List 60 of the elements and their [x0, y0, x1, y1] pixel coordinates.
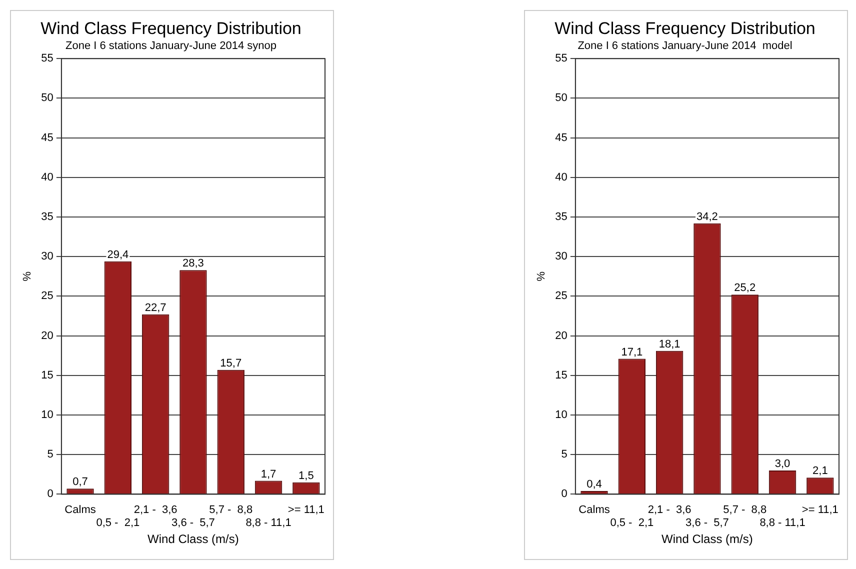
x-tick-label: 0,5 - 2,1	[96, 517, 140, 530]
x-tick-label: 8,8 - 11,1	[760, 517, 806, 530]
y-tick-label: 40	[555, 171, 568, 184]
y-axis-title: %	[536, 271, 548, 282]
chart-title: Wind Class Frequency Distribution	[40, 18, 302, 38]
y-tick-label: 0	[47, 488, 54, 500]
x-tick-label: 3,6 - 5,7	[686, 517, 729, 530]
y-tick-label: 0	[561, 488, 568, 500]
x-tick-label: Calms	[64, 504, 96, 516]
x-tick-label: Calms	[578, 504, 610, 516]
y-tick-label: 5	[47, 448, 54, 461]
x-tick-label: >= 11,1	[802, 504, 838, 516]
data-label: 15,7	[220, 357, 242, 370]
chart-subtitle: Zone I 6 stations January-June 2014 synop	[66, 40, 276, 52]
x-tick-label: 5,7 - 8,8	[723, 504, 767, 516]
y-tick-label: 20	[555, 330, 568, 342]
data-label: 1,7	[260, 468, 276, 480]
data-label: 17,1	[621, 346, 643, 358]
y-tick-label: 30	[555, 250, 568, 263]
data-label: 22,7	[144, 302, 166, 314]
y-tick-label: 35	[41, 211, 54, 224]
y-tick-label: 55	[555, 52, 568, 65]
y-tick-label: 55	[41, 52, 54, 65]
data-label: 18,1	[658, 338, 680, 350]
data-label: 0,7	[72, 476, 88, 488]
y-tick-label: 35	[555, 211, 568, 224]
chart-title: Wind Class Frequency Distribution	[554, 18, 816, 38]
x-tick-label: 0,5 - 2,1	[610, 517, 654, 530]
x-tick-label: 3,6 - 5,7	[172, 517, 215, 530]
data-label: 25,2	[734, 282, 756, 294]
x-axis-title: Wind Class (m/s)	[148, 532, 239, 546]
chart-subtitle: Zone I 6 stations January-June 2014 model	[578, 40, 792, 52]
y-tick-label: 45	[41, 132, 54, 144]
data-label: 3,0	[774, 458, 790, 470]
y-tick-label: 15	[555, 369, 568, 382]
x-tick-label: 2,1 - 3,6	[648, 504, 692, 516]
data-label: 2,1	[812, 465, 828, 478]
data-label: 1,5	[298, 470, 314, 482]
y-tick-label: 10	[41, 409, 54, 422]
x-tick-label: 2,1 - 3,6	[134, 504, 178, 516]
data-label: 34,2	[696, 210, 718, 223]
x-axis-title: Wind Class (m/s)	[662, 532, 753, 546]
y-tick-label: 40	[41, 171, 54, 184]
y-tick-label: 50	[41, 92, 54, 104]
y-tick-label: 50	[555, 92, 568, 104]
data-label: 0,4	[586, 478, 602, 491]
y-tick-label: 20	[41, 330, 54, 342]
x-tick-label: 5,7 - 8,8	[209, 504, 253, 516]
y-tick-label: 25	[555, 290, 568, 302]
x-tick-label: >= 11,1	[288, 504, 324, 516]
y-tick-label: 5	[561, 448, 568, 461]
y-tick-label: 45	[555, 132, 568, 144]
x-tick-label: 8,8 - 11,1	[246, 517, 292, 530]
data-label: 29,4	[107, 248, 129, 261]
data-label: 28,3	[182, 258, 204, 270]
y-axis-title: %	[22, 271, 34, 282]
y-tick-label: 10	[555, 409, 568, 422]
y-tick-label: 15	[41, 369, 54, 382]
y-tick-label: 25	[41, 290, 54, 302]
y-tick-label: 30	[41, 250, 54, 263]
